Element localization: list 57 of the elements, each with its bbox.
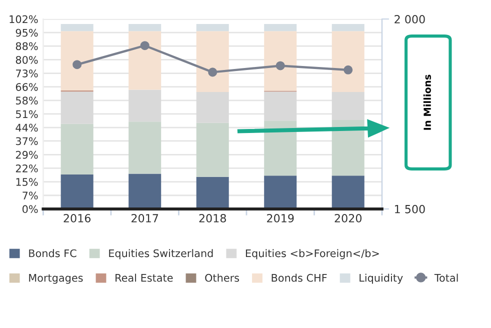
y-tick-label: 95% <box>16 28 38 37</box>
legend-label: Bonds CHF <box>272 274 327 282</box>
legend-label: Others <box>205 274 240 282</box>
bar <box>60 124 94 174</box>
bar <box>60 24 94 32</box>
y-tick-label: 44% <box>16 124 38 132</box>
bar <box>332 31 364 92</box>
y-tick-label: 73% <box>16 70 38 78</box>
y-tick-label: 58% <box>16 96 38 105</box>
bar <box>196 31 229 92</box>
legend-label: Total <box>434 274 458 282</box>
y-tick-label: 102% <box>10 15 38 24</box>
y-tick-label: 0% <box>22 205 38 214</box>
x-tick-label: 2019 <box>267 214 294 222</box>
point <box>344 65 353 74</box>
bar <box>60 31 94 91</box>
bar <box>196 122 229 177</box>
point <box>140 41 150 50</box>
bar <box>128 31 162 90</box>
x-tick-label: 2018 <box>199 214 226 222</box>
point <box>208 68 218 77</box>
text: In Millions <box>423 74 431 130</box>
bar <box>128 24 162 32</box>
x-tick-label: 2016 <box>64 214 91 222</box>
y-tick-label: 66% <box>16 83 38 91</box>
legend-label: Equities Switzerland <box>109 249 213 260</box>
bar <box>264 31 297 91</box>
y-tick-label: 22% <box>16 164 38 172</box>
y-tick-label: 15% <box>16 178 38 186</box>
x-tick-label: 2020 <box>334 214 362 222</box>
bar <box>332 120 364 176</box>
legend-label: Equities <b>Foreign</b> <box>246 249 379 260</box>
bar <box>196 176 229 209</box>
bar <box>332 176 364 209</box>
y-tick-label: 51% <box>16 110 38 118</box>
bar <box>264 120 297 176</box>
y-tick-label: 29% <box>16 150 38 159</box>
legend-label: Liquidity <box>360 274 403 284</box>
point <box>276 61 285 70</box>
y-tick-label: 37% <box>16 137 38 146</box>
y-tick-label: 88% <box>16 42 38 50</box>
bar <box>332 24 364 32</box>
y2-tick-label: 2 000 <box>394 15 425 24</box>
bar <box>60 174 94 209</box>
legend-label: Bonds FC <box>29 249 76 258</box>
y2-tick-label: 1 500 <box>395 204 425 214</box>
legend-label: Real Estate <box>116 274 173 282</box>
bar <box>196 24 229 32</box>
bar <box>264 176 297 209</box>
legend-label: Mortgages <box>29 274 83 284</box>
y-tick-label: 80% <box>16 56 38 64</box>
y-tick-label: 7% <box>22 192 38 200</box>
bar <box>264 24 297 32</box>
x-tick-label: 2017 <box>132 214 158 222</box>
bar <box>128 174 162 209</box>
point <box>72 60 82 70</box>
bar <box>128 122 162 174</box>
